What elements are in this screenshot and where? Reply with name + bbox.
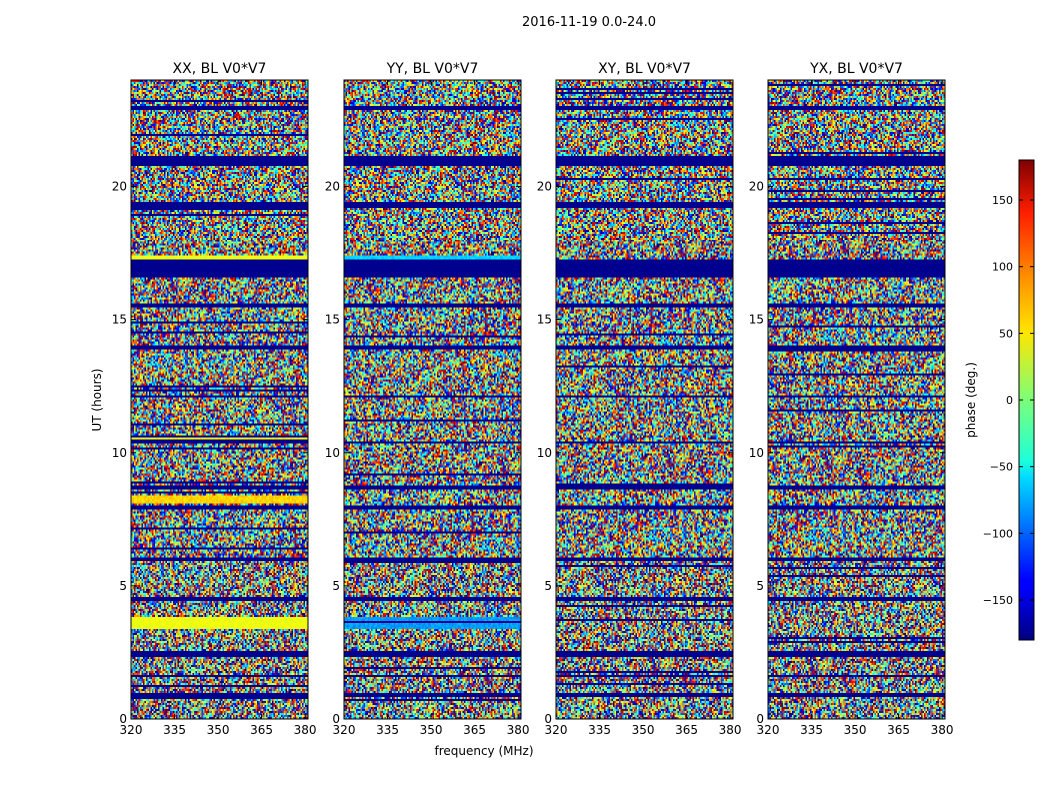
colorbar-tick-label: 50 xyxy=(999,327,1013,340)
x-tick-label: 320 xyxy=(333,723,356,737)
x-tick-label: 380 xyxy=(507,723,530,737)
x-tick-label: 365 xyxy=(675,723,698,737)
panel-1: XX, BL V0*V7 320 335 350 365 380 0 5 10 15 20 xyxy=(112,61,317,737)
x-tick-label: 350 xyxy=(207,723,230,737)
colorbar-tick-label: 0 xyxy=(1006,394,1013,407)
y-tick-label: 5 xyxy=(332,579,340,593)
y-axis-label: UT (hours) xyxy=(90,368,104,431)
x-tick-label: 350 xyxy=(844,723,867,737)
y-tick-label: 20 xyxy=(537,180,552,194)
x-tick-label: 365 xyxy=(250,723,273,737)
panel-title: YX, BL V0*V7 xyxy=(809,61,903,77)
axes-frame xyxy=(343,79,522,720)
panel-4: YX, BL V0*V7 320 335 350 365 380 0 5 10 15 20 xyxy=(749,61,954,737)
x-tick-label: 365 xyxy=(887,723,910,737)
panel-title: YY, BL V0*V7 xyxy=(386,61,479,77)
axes-frame xyxy=(130,79,309,720)
colorbar-tick-label: 150 xyxy=(992,194,1013,207)
x-tick-label: 380 xyxy=(719,723,742,737)
y-tick-label: 5 xyxy=(544,579,552,593)
panel-3: XY, BL V0*V7 320 335 350 365 380 0 5 10 15 20 xyxy=(537,61,742,737)
x-tick-label: 365 xyxy=(463,723,486,737)
y-tick-label: 10 xyxy=(749,446,764,460)
colorbar-tick-label: −50 xyxy=(990,461,1013,474)
x-tick-label: 320 xyxy=(120,723,143,737)
y-tick-label: 15 xyxy=(749,313,764,327)
y-tick-label: 15 xyxy=(325,313,340,327)
heatmap-3 xyxy=(556,80,733,719)
y-tick-label: 20 xyxy=(749,180,764,194)
panel-2: YY, BL V0*V7 320 335 350 365 380 0 5 10 15 20 xyxy=(325,61,530,737)
y-tick-label: 10 xyxy=(112,446,127,460)
y-tick-label: 0 xyxy=(756,712,764,726)
x-tick-label: 380 xyxy=(294,723,317,737)
x-tick-label: 350 xyxy=(420,723,443,737)
x-tick-label: 335 xyxy=(588,723,611,737)
y-tick-label: 15 xyxy=(537,313,552,327)
x-tick-label: 320 xyxy=(545,723,568,737)
axes-frame xyxy=(555,79,734,720)
colorbar-label: phase (deg.) xyxy=(964,362,978,438)
colorbar-ticks: −150 −100 −50 0 50 100 150 xyxy=(983,194,1034,607)
y-tick-label: 15 xyxy=(112,313,127,327)
x-tick-label: 335 xyxy=(163,723,186,737)
y-tick-label: 10 xyxy=(537,446,552,460)
x-tick-label: 335 xyxy=(376,723,399,737)
x-tick-label: 320 xyxy=(757,723,780,737)
heatmap-1 xyxy=(131,80,308,719)
x-tick-label: 350 xyxy=(632,723,655,737)
heatmap-2 xyxy=(344,80,521,719)
colorbar: −150 −100 −50 0 50 100 150 phase (deg.) xyxy=(964,159,1035,641)
y-tick-label: 20 xyxy=(112,180,127,194)
x-tick-label: 380 xyxy=(931,723,954,737)
heatmap-4 xyxy=(768,80,945,719)
y-tick-label: 5 xyxy=(756,579,764,593)
x-axis-label: frequency (MHz) xyxy=(434,744,533,758)
y-tick-label: 0 xyxy=(544,712,552,726)
y-tick-label: 0 xyxy=(119,712,127,726)
colorbar-tick-label: 100 xyxy=(992,261,1013,274)
panel-title: XY, BL V0*V7 xyxy=(598,61,691,77)
colorbar-tick-label: −100 xyxy=(983,527,1013,540)
panel-title: XX, BL V0*V7 xyxy=(173,61,267,77)
y-tick-label: 0 xyxy=(332,712,340,726)
x-tick-label: 335 xyxy=(800,723,823,737)
y-tick-label: 5 xyxy=(119,579,127,593)
colorbar-tick-label: −150 xyxy=(983,594,1013,607)
axes-frame xyxy=(767,79,946,720)
figure-title: 2016-11-19 0.0-24.0 xyxy=(522,15,656,30)
y-tick-label: 20 xyxy=(325,180,340,194)
y-tick-label: 10 xyxy=(325,446,340,460)
